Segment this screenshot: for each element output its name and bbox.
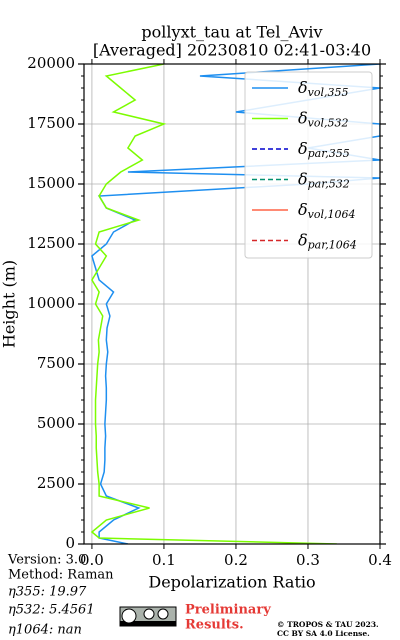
x-tick-label: 0.2: [224, 551, 248, 569]
x-tick-label: 0.1: [152, 551, 176, 569]
legend-label: δvol,1064: [298, 200, 356, 222]
y-tick-label: 20000: [27, 54, 75, 72]
legend-label: δpar,355: [298, 139, 350, 161]
profile-line: [90, 64, 337, 544]
y-axis-label: Height (m): [0, 260, 19, 348]
info-line: Version: 3.0: [7, 553, 86, 568]
info-line: Method: Raman: [8, 568, 114, 583]
info-line: η1064: nan: [8, 623, 82, 638]
cc-badge: [119, 606, 177, 627]
info-line: η355: 19.97: [8, 585, 87, 600]
legend-label: δvol,532: [298, 108, 349, 130]
y-tick-label: 2500: [37, 474, 75, 492]
copyright: © TROPOS & TAU 2023.: [277, 620, 379, 629]
y-tick-label: 10000: [27, 294, 75, 312]
plot-frame: [83, 63, 381, 545]
legend-label: δvol,355: [298, 78, 349, 100]
x-tick-label: 0.4: [368, 551, 392, 569]
legend-label: δpar,532: [298, 169, 350, 191]
y-tick-label: 5000: [37, 414, 75, 432]
copyright: CC BY SA 4.0 License.: [277, 629, 370, 638]
legend-label: δpar,1064: [298, 230, 357, 252]
notice: Preliminary: [185, 603, 271, 618]
x-tick-label: 0.3: [296, 551, 320, 569]
legend-box: [244, 71, 373, 259]
notice: Results.: [185, 618, 244, 633]
info-block: Version: 3.0 Method: Raman η355: 19.97 η…: [7, 553, 114, 638]
y-tick-label: 15000: [27, 174, 75, 192]
y-tick-label: 17500: [27, 114, 75, 132]
y-tick-label: 7500: [37, 354, 75, 372]
y-tick-label: 12500: [27, 234, 75, 252]
x-axis-label: Depolarization Ratio: [148, 573, 315, 592]
x-tick-label: 0.0: [80, 551, 104, 569]
chart-title: [Averaged] 20230810 02:41-03:40: [93, 41, 371, 60]
info-line: η532: 5.4561: [8, 603, 95, 618]
y-tick-label: 0: [65, 534, 75, 552]
chart-title: pollyxt_tau at Tel_Aviv: [141, 23, 322, 42]
